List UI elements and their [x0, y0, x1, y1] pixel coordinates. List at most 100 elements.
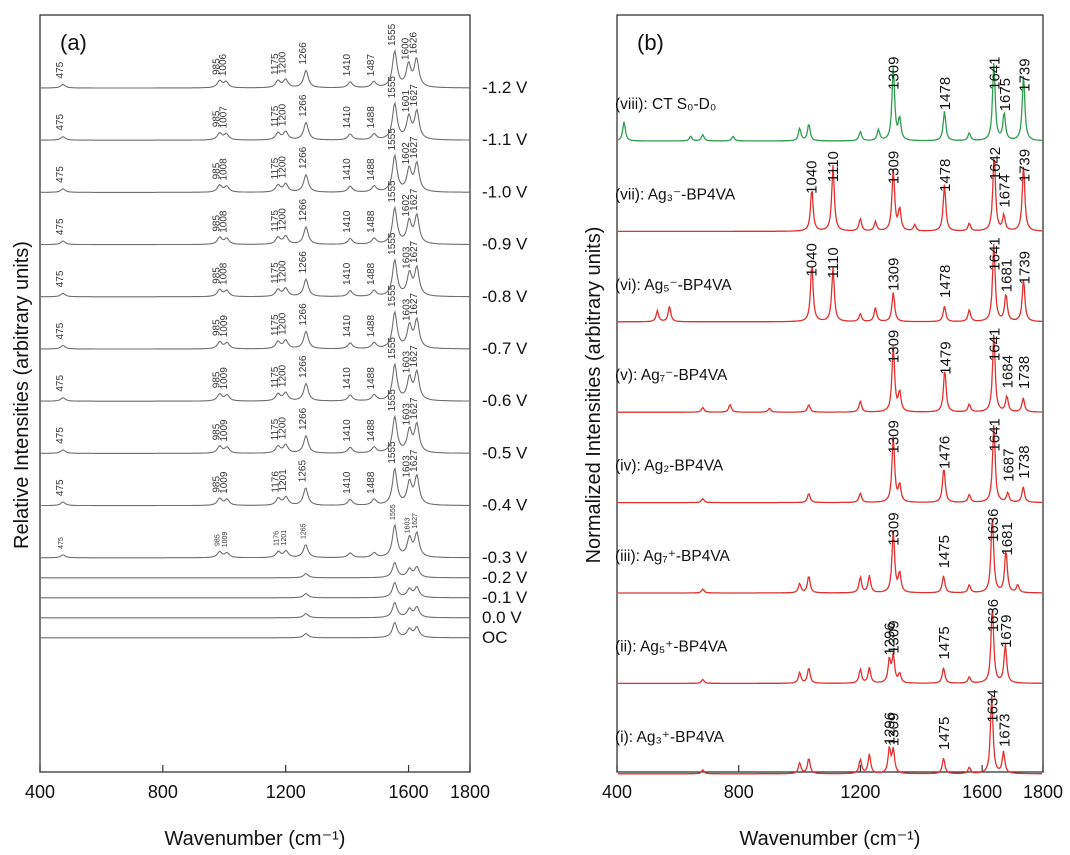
panel-a-peak-label: 1603	[401, 246, 412, 269]
panel-b-peak-label: 1681	[999, 522, 1016, 555]
panel-a-frame	[39, 14, 471, 773]
panel-b-series-label: (v): Ag₇⁻-BP4VA	[615, 367, 728, 384]
panel-a-peak-label: 1175	[270, 53, 281, 75]
panel-a-peak-label: 985	[212, 110, 223, 127]
panel-b-peak-label: 1739	[1016, 251, 1033, 284]
panel-b-peak-label: 1739	[1016, 149, 1033, 182]
panel-a-peak-label: 1488	[366, 367, 377, 390]
panel-b-peak-label: 1684	[1000, 355, 1017, 388]
panel-b-series-label: (ii): Ag₅⁺-BP4VA	[615, 638, 728, 655]
panel-a-series-label: -0.3 V	[482, 548, 528, 567]
panel-a-peak-label: 475	[55, 322, 66, 339]
panel-a-peak-label: 1555	[387, 441, 398, 464]
panel-b-peak-label: 1641	[987, 57, 1004, 90]
panel-a-peak-label: 1410	[342, 367, 353, 390]
panel-a-peak-label: 475	[55, 166, 66, 183]
panel-a: (a) Relative Intensities (arbitrary unit…	[11, 14, 528, 850]
panel-a-peak-label: 1555	[387, 389, 398, 412]
panel-a-series-label: -0.7 V	[482, 339, 528, 358]
panel-b-peak-label: 1309	[886, 258, 903, 291]
panel-a-label: (a)	[60, 30, 87, 55]
panel-a-peak-label: 1555	[387, 232, 398, 255]
panel-a-peak-label: 1200	[278, 208, 289, 231]
panel-b-spectrum-line	[618, 609, 1042, 685]
panel-a-peak-label: 1410	[342, 54, 353, 77]
panel-a-peak-label: 1265	[298, 460, 309, 483]
panel-b-peak-label: 1478	[937, 265, 954, 298]
panel-b-peak-label: 1309	[886, 420, 903, 453]
panel-b-x-axis-label: Wavenumber (cm⁻¹)	[740, 828, 921, 850]
panel-a-peak-label: 1627	[409, 449, 420, 472]
panel-b-spectrum-line	[618, 157, 1042, 233]
panel-b-spectrum-line	[617, 63, 1042, 142]
panel-a-peak-label: 1626	[409, 32, 420, 55]
panel-a-peak-label: 1627	[409, 84, 420, 107]
panel-a-peak-label: 1555	[387, 180, 398, 203]
panel-a-peak-label: 985	[212, 423, 223, 440]
panel-b-peak-label: 1040	[804, 243, 821, 276]
panel-a-peak-label: 1487	[366, 54, 377, 77]
panel-a-peak-label: 1201	[281, 530, 288, 546]
panel-a-peak-label: 1265	[301, 523, 308, 539]
panel-b-series-label: (vi): Ag₅⁻-BP4VA	[615, 277, 732, 294]
panel-b-peak-label: 1309	[886, 330, 903, 363]
panel-a-peak-label: 1008	[219, 158, 230, 181]
panel-b-peak-label: 1641	[987, 328, 1004, 361]
panel-b-label: (b)	[637, 30, 664, 55]
panel-b-series-group: (viii): CT S₀-D₀13091478164116751739(vii…	[615, 57, 1043, 775]
panel-a-spectrum-line	[40, 414, 470, 454]
panel-b-spectrum-line	[618, 695, 1042, 775]
panel-a-spectrum-line	[40, 101, 470, 141]
panel-b-x-tick-label: 1800	[1023, 782, 1063, 802]
panel-a-peak-label: 985	[212, 475, 223, 492]
panel-a-spectrum-line	[40, 49, 470, 89]
panel-a-peak-label: 475	[55, 270, 66, 287]
panel-a-peak-label: 1200	[278, 103, 289, 126]
panel-a-peak-label: 1009	[219, 419, 230, 442]
panel-a-peak-label: 475	[55, 479, 66, 496]
panel-a-peak-label: 1602	[401, 142, 412, 165]
panel-b-peak-label: 1478	[937, 159, 954, 192]
panel-a-peak-label: 1410	[342, 106, 353, 129]
panel-a-peak-label: 1602	[401, 194, 412, 217]
panel-b-peak-label: 1636	[985, 599, 1002, 632]
panel-a-peak-label: 1175	[270, 366, 281, 388]
panel-a-peak-label: 1603	[401, 298, 412, 321]
panel-a-spectrum-line	[40, 310, 470, 350]
panel-a-peak-label: 1410	[342, 471, 353, 494]
panel-a-peak-label: 1410	[342, 158, 353, 181]
panel-a-peak-label: 1008	[219, 262, 230, 285]
panel-a-peak-label: 985	[212, 58, 223, 75]
panel-a-x-tick-label: 1200	[266, 782, 306, 802]
panel-b-series-label: (vii): Ag₃⁻-BP4VA	[615, 186, 736, 203]
panel-a-series-label: -0.4 V	[482, 496, 528, 515]
panel-b-peak-label: 1475	[936, 717, 953, 750]
panel-a-spectrum-line	[40, 362, 470, 402]
panel-b-peak-label: 1681	[999, 259, 1016, 292]
panel-a-x-ticks: 400 800 1200 1600 1800	[25, 765, 490, 802]
panel-a-peak-label: 1627	[409, 397, 420, 420]
panel-a-peak-label: 1009	[219, 315, 230, 338]
panel-a-series-label: -0.2 V	[482, 568, 528, 587]
panel-a-peak-label: 1488	[366, 471, 377, 494]
panel-a-peak-label: 1008	[219, 210, 230, 233]
panel-a-peak-label: 1603	[401, 351, 412, 374]
panel-a-x-tick-label: 1800	[450, 782, 490, 802]
panel-a-spectrum-line	[40, 153, 470, 193]
panel-a-peak-label: 1601	[401, 90, 412, 113]
panel-a-peak-label: 475	[58, 537, 65, 549]
panel-b-peak-label: 1641	[987, 418, 1004, 451]
panel-b-peak-label: 1309	[886, 151, 903, 184]
panel-a-peak-label: 985	[212, 162, 223, 179]
panel-a-x-tick-label: 1600	[389, 782, 429, 802]
panel-a-peak-label: 1410	[342, 262, 353, 285]
panel-a-peak-label: 1006	[218, 53, 229, 76]
panel-b-peak-label: 1309	[886, 512, 903, 545]
panel-b-peak-label: 1475	[936, 535, 953, 568]
panel-a-peak-label: 1200	[278, 156, 289, 179]
panel-b-spectrum-line	[618, 244, 1043, 323]
panel-a-x-tick-label: 800	[148, 782, 178, 802]
panel-a-peak-label: 985	[212, 214, 223, 231]
panel-a-spectrum-line	[40, 601, 470, 619]
